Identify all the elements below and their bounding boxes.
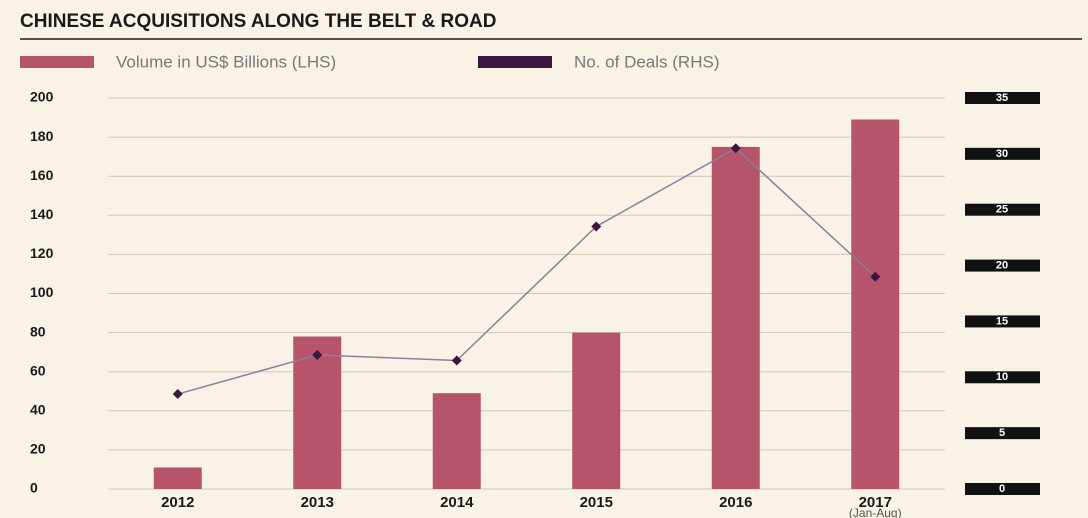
line-marker xyxy=(730,143,741,154)
y-tick-label: 180 xyxy=(30,128,54,144)
y2-tick-label: 15 xyxy=(996,315,1008,327)
y2-tick-box xyxy=(965,483,1040,495)
x-tick-label: 2017 xyxy=(859,494,892,511)
y2-tick-box xyxy=(965,92,1040,104)
y-tick-label: 160 xyxy=(30,167,54,183)
x-annotation: (Jan-Aug) xyxy=(849,506,902,518)
x-tick-label: 2015 xyxy=(580,494,613,511)
y2-tick-label: 25 xyxy=(996,204,1008,216)
y-tick-label: 120 xyxy=(30,245,54,261)
y-tick-label: 140 xyxy=(30,206,54,222)
bar xyxy=(293,336,342,489)
x-tick-label: 2014 xyxy=(440,494,474,511)
bar xyxy=(153,467,202,489)
y-tick-label: 0 xyxy=(30,480,38,496)
x-tick-label: 2012 xyxy=(161,494,194,511)
chart-title: CHINESE ACQUISITIONS ALONG THE BELT & RO… xyxy=(20,11,496,32)
legend-label: Volume in US$ Billions (LHS) xyxy=(116,52,336,71)
y2-tick-label: 5 xyxy=(999,427,1005,439)
bar xyxy=(851,119,900,489)
x-tick-label: 2013 xyxy=(301,494,334,511)
y-tick-label: 100 xyxy=(30,284,54,300)
y-tick-label: 40 xyxy=(30,402,46,418)
y2-tick-label: 0 xyxy=(999,483,1005,495)
y2-tick-box xyxy=(965,371,1040,384)
line-marker xyxy=(870,271,881,282)
y2-tick-label: 35 xyxy=(996,92,1008,104)
y2-tick-box xyxy=(965,427,1040,440)
y-tick-label: 200 xyxy=(30,89,54,105)
bar xyxy=(711,146,760,489)
line-marker xyxy=(312,349,323,360)
y2-tick-box xyxy=(965,315,1040,328)
y2-tick-box xyxy=(965,203,1040,216)
bar xyxy=(432,393,481,489)
bar xyxy=(572,332,621,489)
y2-tick-box xyxy=(965,259,1040,272)
y2-tick-label: 20 xyxy=(996,259,1008,271)
y-tick-label: 80 xyxy=(30,323,46,339)
x-tick-label: 2016 xyxy=(719,494,752,511)
y2-tick-label: 10 xyxy=(996,371,1008,383)
y2-tick-label: 30 xyxy=(996,148,1008,160)
line-marker xyxy=(591,221,602,232)
y-tick-label: 20 xyxy=(30,441,46,457)
line xyxy=(177,147,876,395)
legend-label: No. of Deals (RHS) xyxy=(574,52,719,71)
line-marker xyxy=(172,389,183,400)
y2-tick-box xyxy=(965,147,1040,160)
y-tick-label: 60 xyxy=(30,362,46,378)
line-marker xyxy=(451,355,462,366)
legend-swatch xyxy=(478,56,552,68)
legend-swatch xyxy=(20,56,94,68)
